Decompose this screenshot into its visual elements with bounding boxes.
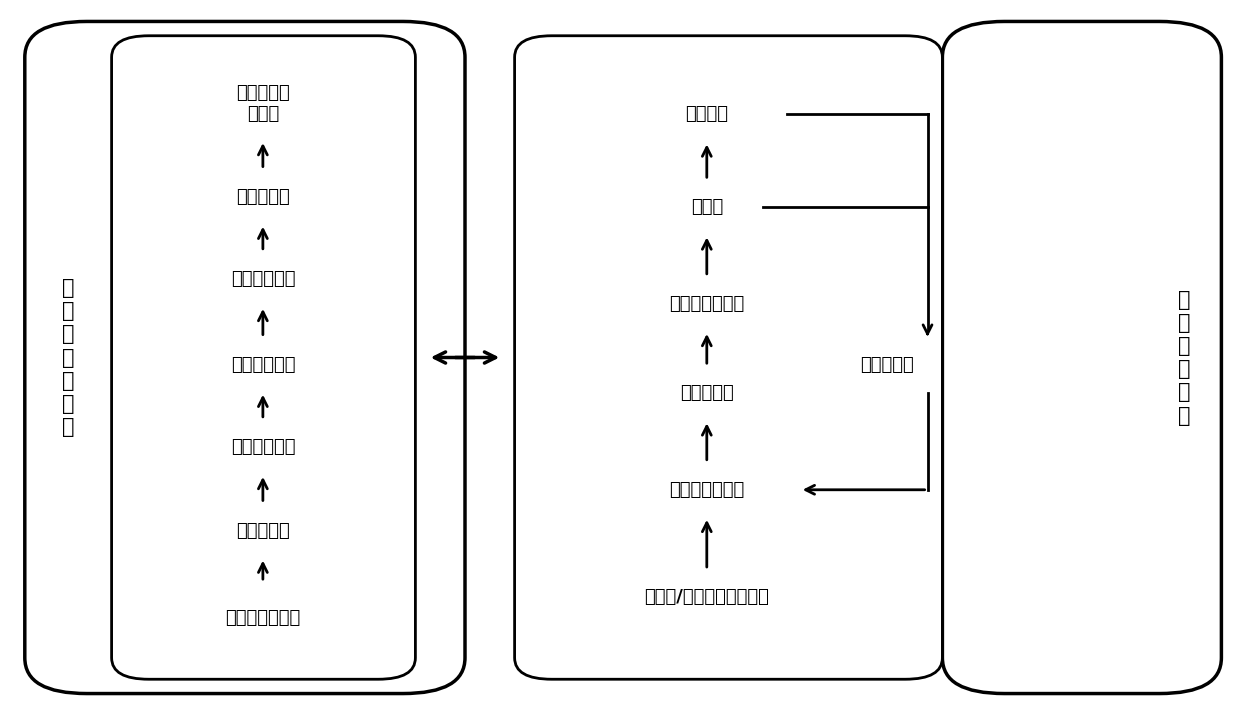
Text: 分类器/手工产生跟踪目标: 分类器/手工产生跟踪目标 [645,588,769,606]
Text: 分类器训练: 分类器训练 [236,187,290,206]
FancyBboxPatch shape [942,21,1221,694]
Text: 样本特征提取: 样本特征提取 [231,355,295,374]
Text: 在
线
实
时
跟
踪: 在 线 实 时 跟 踪 [1178,290,1190,425]
Text: 目标初始化
分类器: 目标初始化 分类器 [236,84,290,123]
Text: 新目标区域选定: 新目标区域选定 [226,609,300,628]
Text: 离
线
的
准
备
工
作: 离 线 的 准 备 工 作 [62,278,74,437]
Text: 跟踪器更新: 跟踪器更新 [859,355,914,374]
Text: 跟踪器: 跟踪器 [691,198,723,217]
FancyBboxPatch shape [112,36,415,679]
Text: 特征提取与降维: 特征提取与降维 [670,295,744,313]
Text: 样本特征降维: 样本特征降维 [231,270,295,288]
Text: 图像预处理: 图像预处理 [680,384,734,403]
Text: 正负样本采集: 正负样本采集 [231,438,295,456]
Text: 跟踪目标: 跟踪目标 [686,105,728,124]
Text: 生成初始跟踪器: 生成初始跟踪器 [670,480,744,499]
FancyBboxPatch shape [25,21,465,694]
FancyBboxPatch shape [515,36,942,679]
Text: 图像预处理: 图像预处理 [236,521,290,540]
